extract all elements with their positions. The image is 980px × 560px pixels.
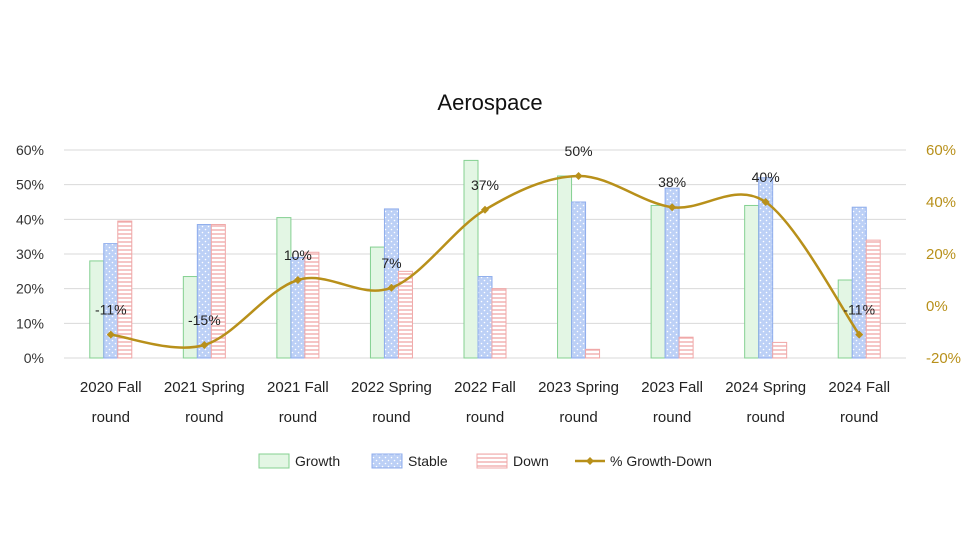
line-data-label: 40% [752,169,780,185]
line-marker [293,276,302,284]
category-label: 2020 Fall round [80,379,142,426]
line-data-label: 37% [471,177,499,193]
legend-swatch-growth [258,453,290,469]
line-marker [106,330,115,339]
legend: Growth Stable Down % Growth-Down [258,453,712,469]
legend-label: % Growth-Down [610,453,712,469]
right-tick-label: 20% [926,246,956,263]
left-tick-label: 60% [16,142,44,158]
legend-swatch-down [476,453,508,469]
left-tick-label: 40% [16,211,44,227]
bar-growth [650,204,666,359]
category-label: 2024 Fall round [828,379,890,426]
category-label: 2022 Spring round [351,379,432,426]
bar-stable [571,201,587,359]
left-tick-label: 50% [16,177,44,193]
line-data-label: 10% [284,247,312,263]
right-tick-label: 60% [926,142,956,159]
category-label: 2023 Spring round [538,379,619,426]
bar-stable [664,187,680,359]
line-data-label: -11% [95,302,127,318]
category-label: 2022 Fall round [454,379,516,426]
bar-stable [196,224,212,359]
legend-label: Stable [408,453,448,469]
bar-down [491,288,507,359]
bar-down [117,220,133,359]
line-marker [761,198,770,206]
bar-stable [290,256,306,359]
chart-title: Aerospace [437,90,542,115]
bar-down [772,341,788,359]
bar-down [304,251,320,359]
category-label: 2021 Fall round [267,379,329,426]
category-axis: 2020 Fall round 2021 Spring round 2021 Fall r… [80,379,890,426]
bar-stable [383,208,399,359]
line-data-label: 7% [381,255,401,271]
line-marker [855,330,864,339]
bar-down [210,224,226,359]
right-tick-label: 40% [926,194,956,211]
line-marker [387,283,396,292]
line-marker [574,172,583,180]
legend-swatch-marker [586,457,594,465]
left-axis: 0% 10% 20% 30% 40% 50% 60% [16,142,44,366]
bar-stable [477,276,493,359]
line-data-label: 50% [565,143,593,159]
left-tick-label: 30% [16,246,44,262]
bar-growth [744,204,760,359]
bars [89,159,881,359]
bar-down [865,239,881,359]
line-marker [668,203,677,212]
legend-label: Down [513,453,549,469]
line-data-label: 38% [658,174,686,190]
right-tick-label: 0% [926,298,948,315]
right-tick-label: -20% [926,350,961,367]
bar-down [585,348,601,359]
line-marker [200,341,209,349]
bar-stable [758,177,774,359]
left-tick-label: 0% [24,350,44,366]
category-label: 2021 Spring round [164,379,245,426]
category-label: 2023 Fall round [641,379,703,426]
legend-swatch-stable [371,453,403,469]
line-marker [481,205,489,214]
bar-down [678,336,694,359]
right-axis: -20% 0% 20% 40% 60% [926,142,961,367]
category-label: 2024 Spring round [725,379,806,426]
bar-growth [463,159,479,359]
line-data-label: -11% [843,302,875,318]
line-data-label: -15% [188,312,221,328]
left-tick-label: 10% [16,315,44,331]
bar-down [397,270,413,359]
left-tick-label: 20% [16,281,44,297]
legend-label: Growth [295,453,340,469]
bar-growth [557,175,573,359]
line-series: -11% -15% 10% 7% 37% 50% 38% 40% -11% [95,143,875,349]
